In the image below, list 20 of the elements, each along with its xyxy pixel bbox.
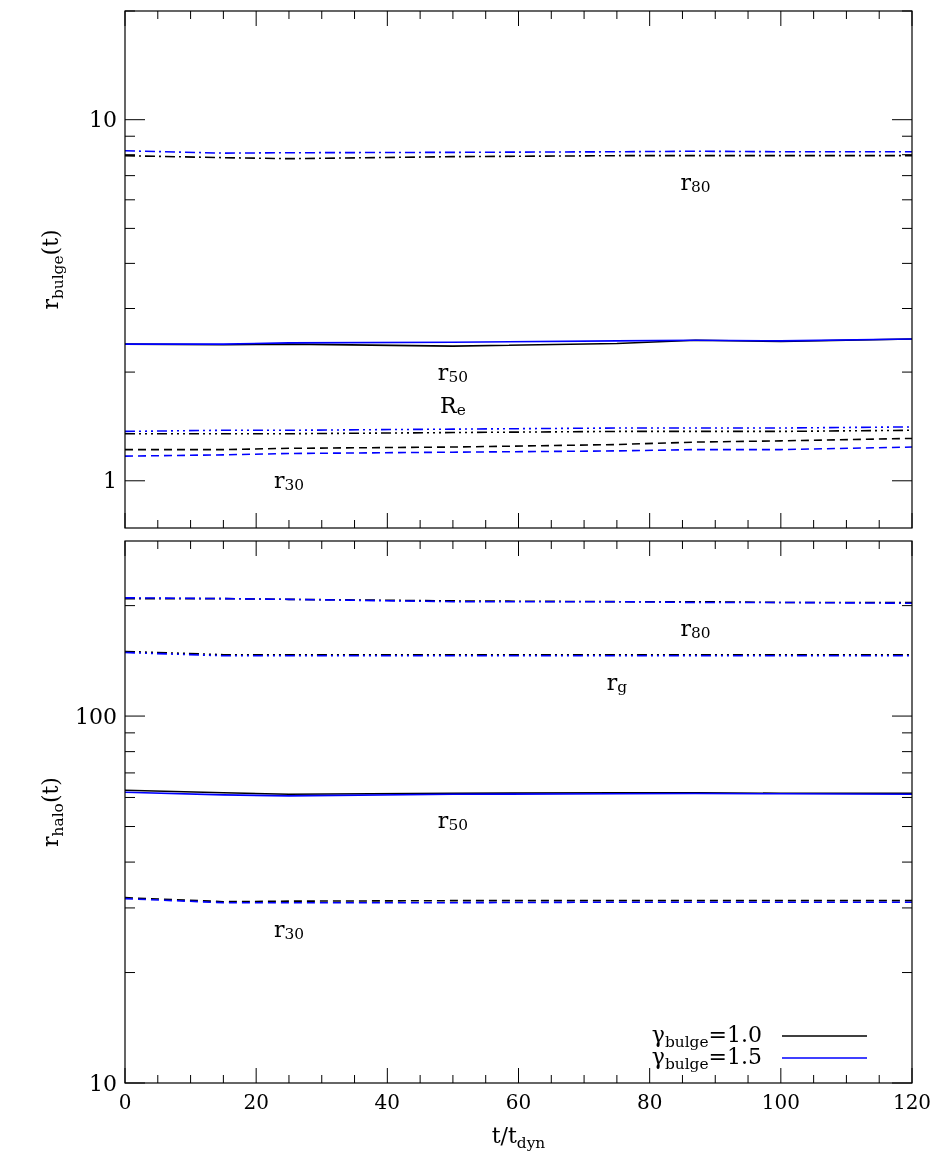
x-tick-label: 100 [761,1090,800,1114]
annotation: r$_{g}$ [606,669,628,696]
x-tick-label: 0 [118,1090,132,1114]
y-tick-label: 1 [103,468,117,494]
x-tick-label: 120 [892,1090,932,1114]
annotation: r$_{50}$ [437,807,468,834]
y-tick-label: 10 [89,107,117,133]
annotation: r$_{80}$ [680,169,711,196]
annotation: R$_{e}$ [440,392,466,419]
annotation: r$_{30}$ [273,467,305,493]
x-axis-title: t/t$_{dyn}$ [491,1123,546,1152]
x-tick-label: 80 [636,1090,663,1114]
annotation: r$_{80}$ [680,615,711,642]
annotation: r$_{30}$ [273,916,305,943]
x-tick-label: 40 [374,1090,401,1114]
x-tick-label: 60 [505,1090,532,1114]
y-tick-label: 10 [89,1070,117,1096]
x-tick-label: 20 [243,1090,269,1114]
y-tick-label: 100 [75,703,117,729]
annotation: r$_{50}$ [437,359,468,386]
